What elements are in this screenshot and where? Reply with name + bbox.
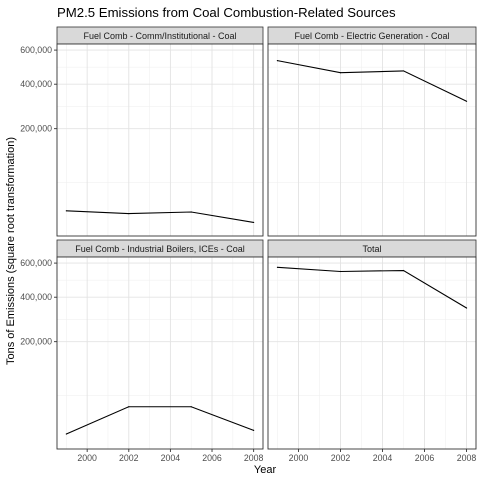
y-tick-label: 200,000: [20, 124, 52, 134]
x-tick-label: 2004: [161, 453, 181, 463]
x-tick-label: 2008: [457, 453, 477, 463]
panel-border: [267, 256, 477, 450]
series-line: [277, 60, 467, 102]
panel-background: [268, 44, 476, 236]
data-point: [276, 60, 279, 62]
facet-strip-label: Fuel Comb - Electric Generation - Coal: [294, 31, 449, 41]
data-point: [128, 406, 130, 408]
data-point: [276, 266, 279, 268]
y-axis-label: Tons of Emissions (square root transform…: [5, 137, 17, 365]
data-point: [339, 270, 342, 273]
panels-layer: Fuel Comb - Comm/Institutional - Coal 200…: [20, 26, 477, 463]
facet-panel: Total 2000 2002 2004 2006 2008: [267, 239, 477, 463]
y-tick-label: 400,000: [20, 292, 52, 302]
x-tick-label: 2000: [289, 453, 309, 463]
chart-title: PM2.5 Emissions from Coal Combustion-Rel…: [57, 5, 396, 20]
panel-background: [57, 44, 263, 236]
y-tick-label: 400,000: [20, 79, 52, 89]
x-axis-label: Year: [254, 464, 277, 476]
data-point: [65, 210, 67, 212]
panel-background: [268, 257, 476, 449]
x-tick-label: 2002: [119, 453, 139, 463]
data-point: [402, 70, 405, 72]
data-point: [339, 72, 342, 74]
y-tick-label: 600,000: [20, 258, 52, 268]
panel-background: [57, 257, 263, 449]
facet-panel: Fuel Comb - Electric Generation - Coal: [267, 26, 477, 237]
series-line: [66, 210, 254, 223]
data-point: [190, 211, 192, 213]
facet-strip-label: Fuel Comb - Comm/Institutional - Coal: [83, 31, 236, 41]
facet-panel: Fuel Comb - Industrial Boilers, ICEs - C…: [20, 239, 264, 463]
data-point: [190, 406, 192, 408]
data-point: [253, 429, 255, 432]
data-point: [253, 221, 255, 224]
x-tick-label: 2008: [244, 453, 264, 463]
series-line: [66, 406, 254, 435]
facet-panel: Fuel Comb - Comm/Institutional - Coal 200…: [20, 26, 264, 237]
data-point: [65, 433, 67, 435]
data-point: [465, 100, 468, 102]
y-tick-label: 600,000: [20, 45, 52, 55]
panel-border: [267, 43, 477, 237]
facet-strip-label: Fuel Comb - Industrial Boilers, ICEs - C…: [75, 244, 245, 254]
panel-border: [56, 256, 264, 450]
x-tick-label: 2006: [415, 453, 435, 463]
x-tick-label: 2006: [202, 453, 222, 463]
panel-border: [56, 43, 264, 237]
data-point: [465, 307, 468, 309]
x-tick-label: 2004: [373, 453, 393, 463]
facet-strip-label: Total: [362, 244, 381, 254]
x-tick-label: 2000: [77, 453, 97, 463]
y-tick-label: 200,000: [20, 337, 52, 347]
data-point: [128, 213, 130, 215]
series-line: [277, 266, 467, 309]
data-point: [402, 269, 405, 272]
x-tick-label: 2002: [331, 453, 351, 463]
